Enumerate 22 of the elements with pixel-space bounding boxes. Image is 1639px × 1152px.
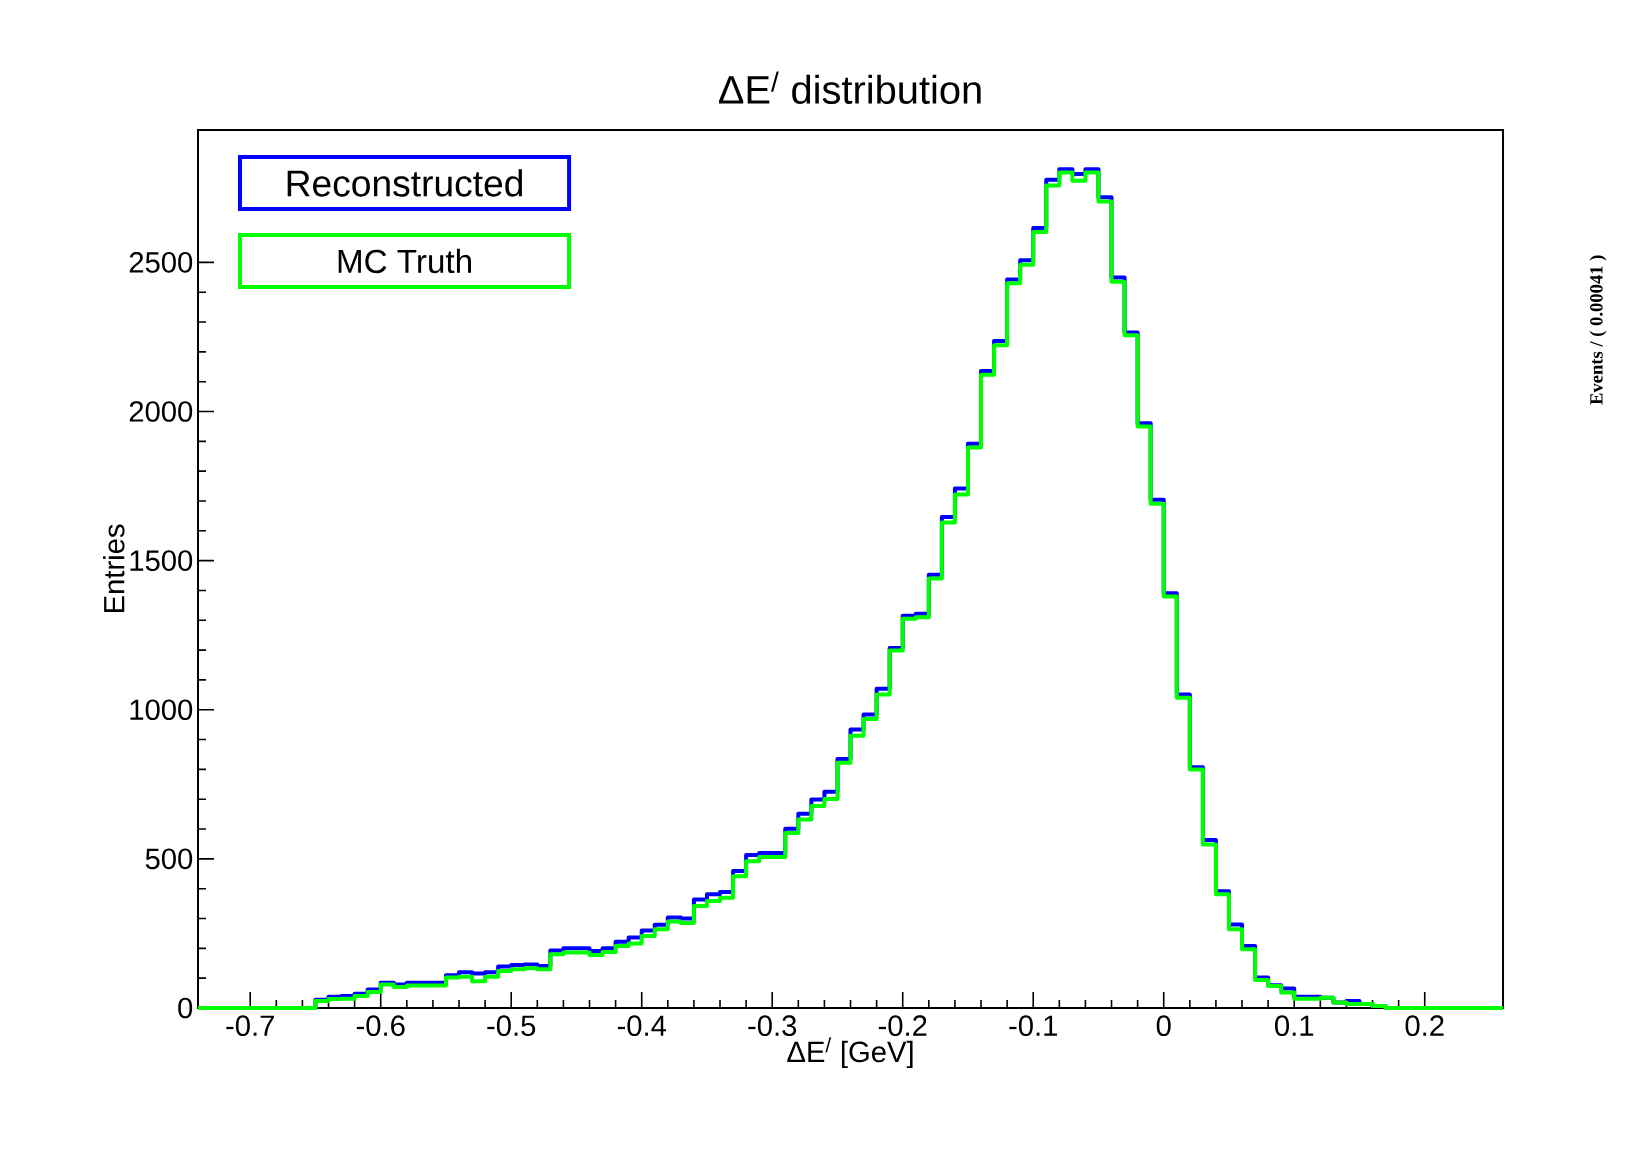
x-axis-title: ΔE$^{/}$ [GeV] xyxy=(787,1037,913,1069)
chart-title: ΔE$^{/}$ distribution xyxy=(719,71,981,104)
y-tick-label: 500 xyxy=(145,848,193,870)
x-tick-label: -0.4 xyxy=(617,1015,667,1037)
x-tick-label: -0.6 xyxy=(356,1015,405,1037)
x-tick-label: 0.1 xyxy=(1275,1015,1314,1037)
x-tick-label: -0.2 xyxy=(878,1015,927,1037)
y-tick-label: 1500 xyxy=(130,550,193,571)
text: Events / ( 0.00041 ) xyxy=(1589,255,1607,405)
y-tick-label: 2500 xyxy=(129,252,193,273)
x-tick-label: -0.5 xyxy=(487,1015,536,1037)
text: Reconstructed xyxy=(287,169,523,197)
y-tick-label: 1000 xyxy=(130,699,193,721)
y-axis-title: Entries xyxy=(103,524,125,613)
x-tick-label: 0.2 xyxy=(1405,1015,1444,1037)
x-tick-label: -0.3 xyxy=(748,1015,797,1037)
x-tick-label: -0.7 xyxy=(226,1015,274,1037)
text: MC Truth xyxy=(338,248,471,274)
x-tick-label: -0.1 xyxy=(1009,1015,1057,1037)
y-tick-label: 2000 xyxy=(129,401,193,422)
y-tick-label: 0 xyxy=(178,997,193,1019)
x-tick-label: 0 xyxy=(1156,1015,1171,1037)
